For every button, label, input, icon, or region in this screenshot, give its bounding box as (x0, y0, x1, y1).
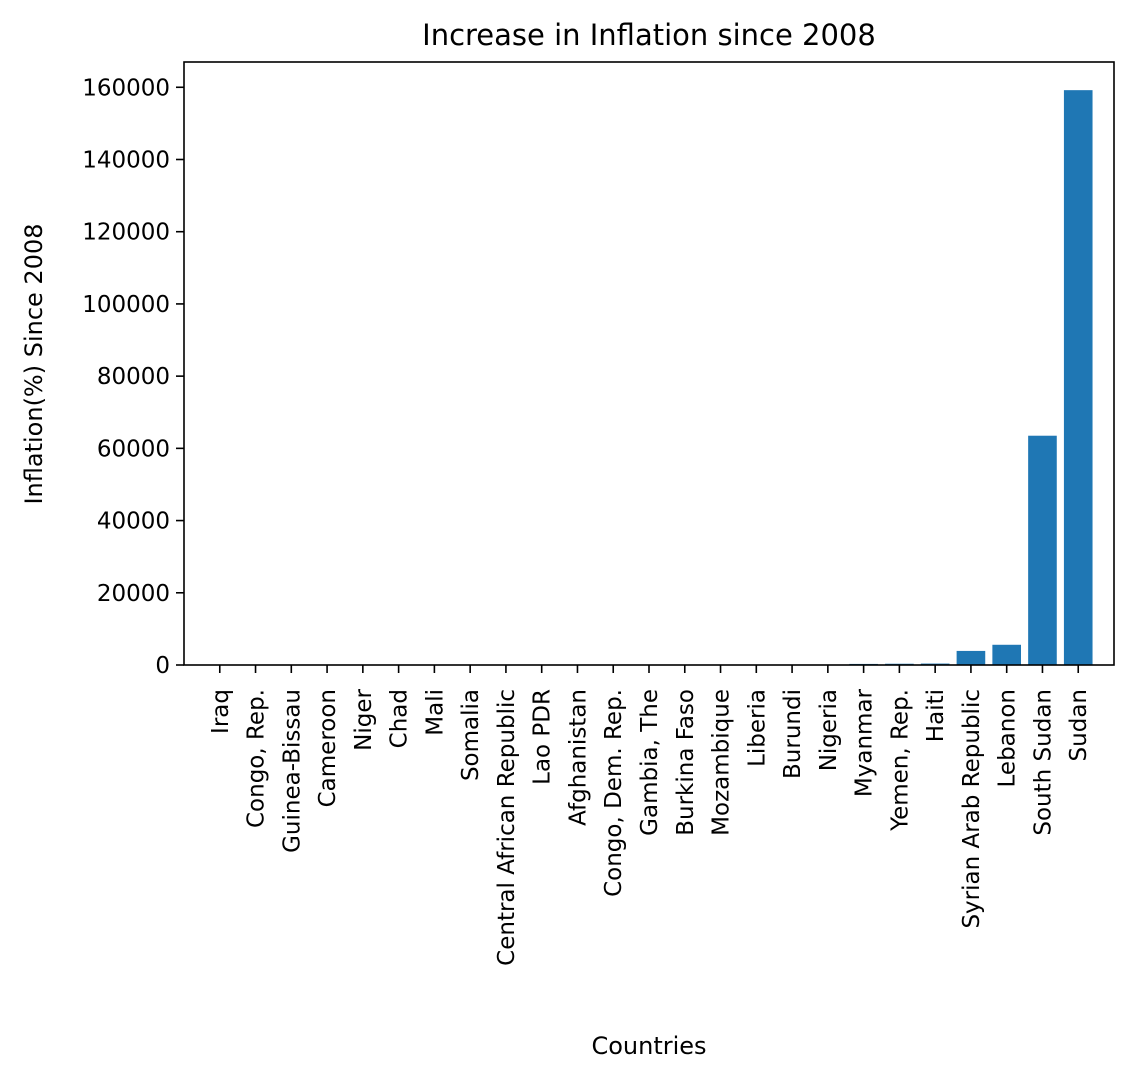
x-tick-label-nigeria: Nigeria (816, 689, 842, 771)
y-tick-label: 60000 (97, 436, 170, 462)
x-tick-label-cameroon: Cameroon (315, 689, 341, 807)
x-tick-label-congo-rep: Congo, Rep. (244, 689, 270, 828)
bar-sudan (1063, 90, 1093, 665)
x-tick-label-lebanon: Lebanon (995, 689, 1021, 787)
x-tick-label-niger: Niger (351, 688, 377, 750)
x-tick-label-mozambique: Mozambique (709, 689, 735, 836)
y-tick-label: 20000 (97, 581, 170, 607)
x-axis-label: Countries (591, 1032, 706, 1060)
x-axis: Iraq Congo, Rep. Guinea-Bissau Cameroon Nige… (208, 665, 1092, 966)
bar-lebanon (992, 644, 1021, 665)
x-tick-label-mali: Mali (422, 689, 448, 736)
bar-south-sudan (1028, 435, 1057, 665)
x-tick-label-burkina-faso: Burkina Faso (673, 689, 699, 836)
x-tick-label-yemen-rep: Yemen, Rep. (887, 689, 913, 832)
bars-group (205, 90, 1093, 665)
x-tick-label-chad: Chad (387, 689, 413, 748)
x-tick-label-guinea-bissau: Guinea-Bissau (279, 689, 305, 853)
x-tick-label-syrian-arab-republic: Syrian Arab Republic (959, 689, 985, 929)
x-tick-label-gambia-the: Gambia, The (637, 689, 663, 836)
y-tick-label: 100000 (82, 292, 170, 318)
x-tick-label-sudan: Sudan (1066, 689, 1092, 761)
chart-title: Increase in Inflation since 2008 (422, 18, 876, 52)
x-tick-label-south-sudan: South Sudan (1030, 689, 1056, 836)
x-tick-label-liberia: Liberia (744, 689, 770, 767)
y-tick-label: 160000 (82, 75, 170, 101)
x-tick-label-central-african-republic: Central African Republic (494, 689, 520, 966)
y-tick-label: 140000 (82, 147, 170, 173)
x-tick-label-afghanistan: Afghanistan (565, 689, 591, 826)
y-tick-label: 80000 (97, 364, 170, 390)
x-tick-label-myanmar: Myanmar (852, 688, 878, 797)
y-tick-label: 40000 (97, 509, 170, 535)
y-axis-label: Inflation(%) Since 2008 (20, 223, 48, 504)
plot-frame (183, 61, 1115, 666)
x-tick-label-somalia: Somalia (458, 689, 484, 781)
x-tick-label-iraq: Iraq (208, 689, 234, 734)
x-tick-label-burundi: Burundi (780, 689, 806, 779)
y-axis: 0 20000 40000 60000 80000 100000 120000 140000 1… (82, 75, 184, 679)
y-tick-label: 120000 (82, 220, 170, 246)
x-tick-label-haiti: Haiti (923, 689, 949, 742)
x-tick-label-congo-dem-rep: Congo, Dem. Rep. (601, 689, 627, 897)
x-tick-label-lao-pdr: Lao PDR (530, 689, 556, 785)
y-tick-label: 0 (155, 653, 170, 679)
bar-syrian-arab-republic (956, 650, 986, 665)
